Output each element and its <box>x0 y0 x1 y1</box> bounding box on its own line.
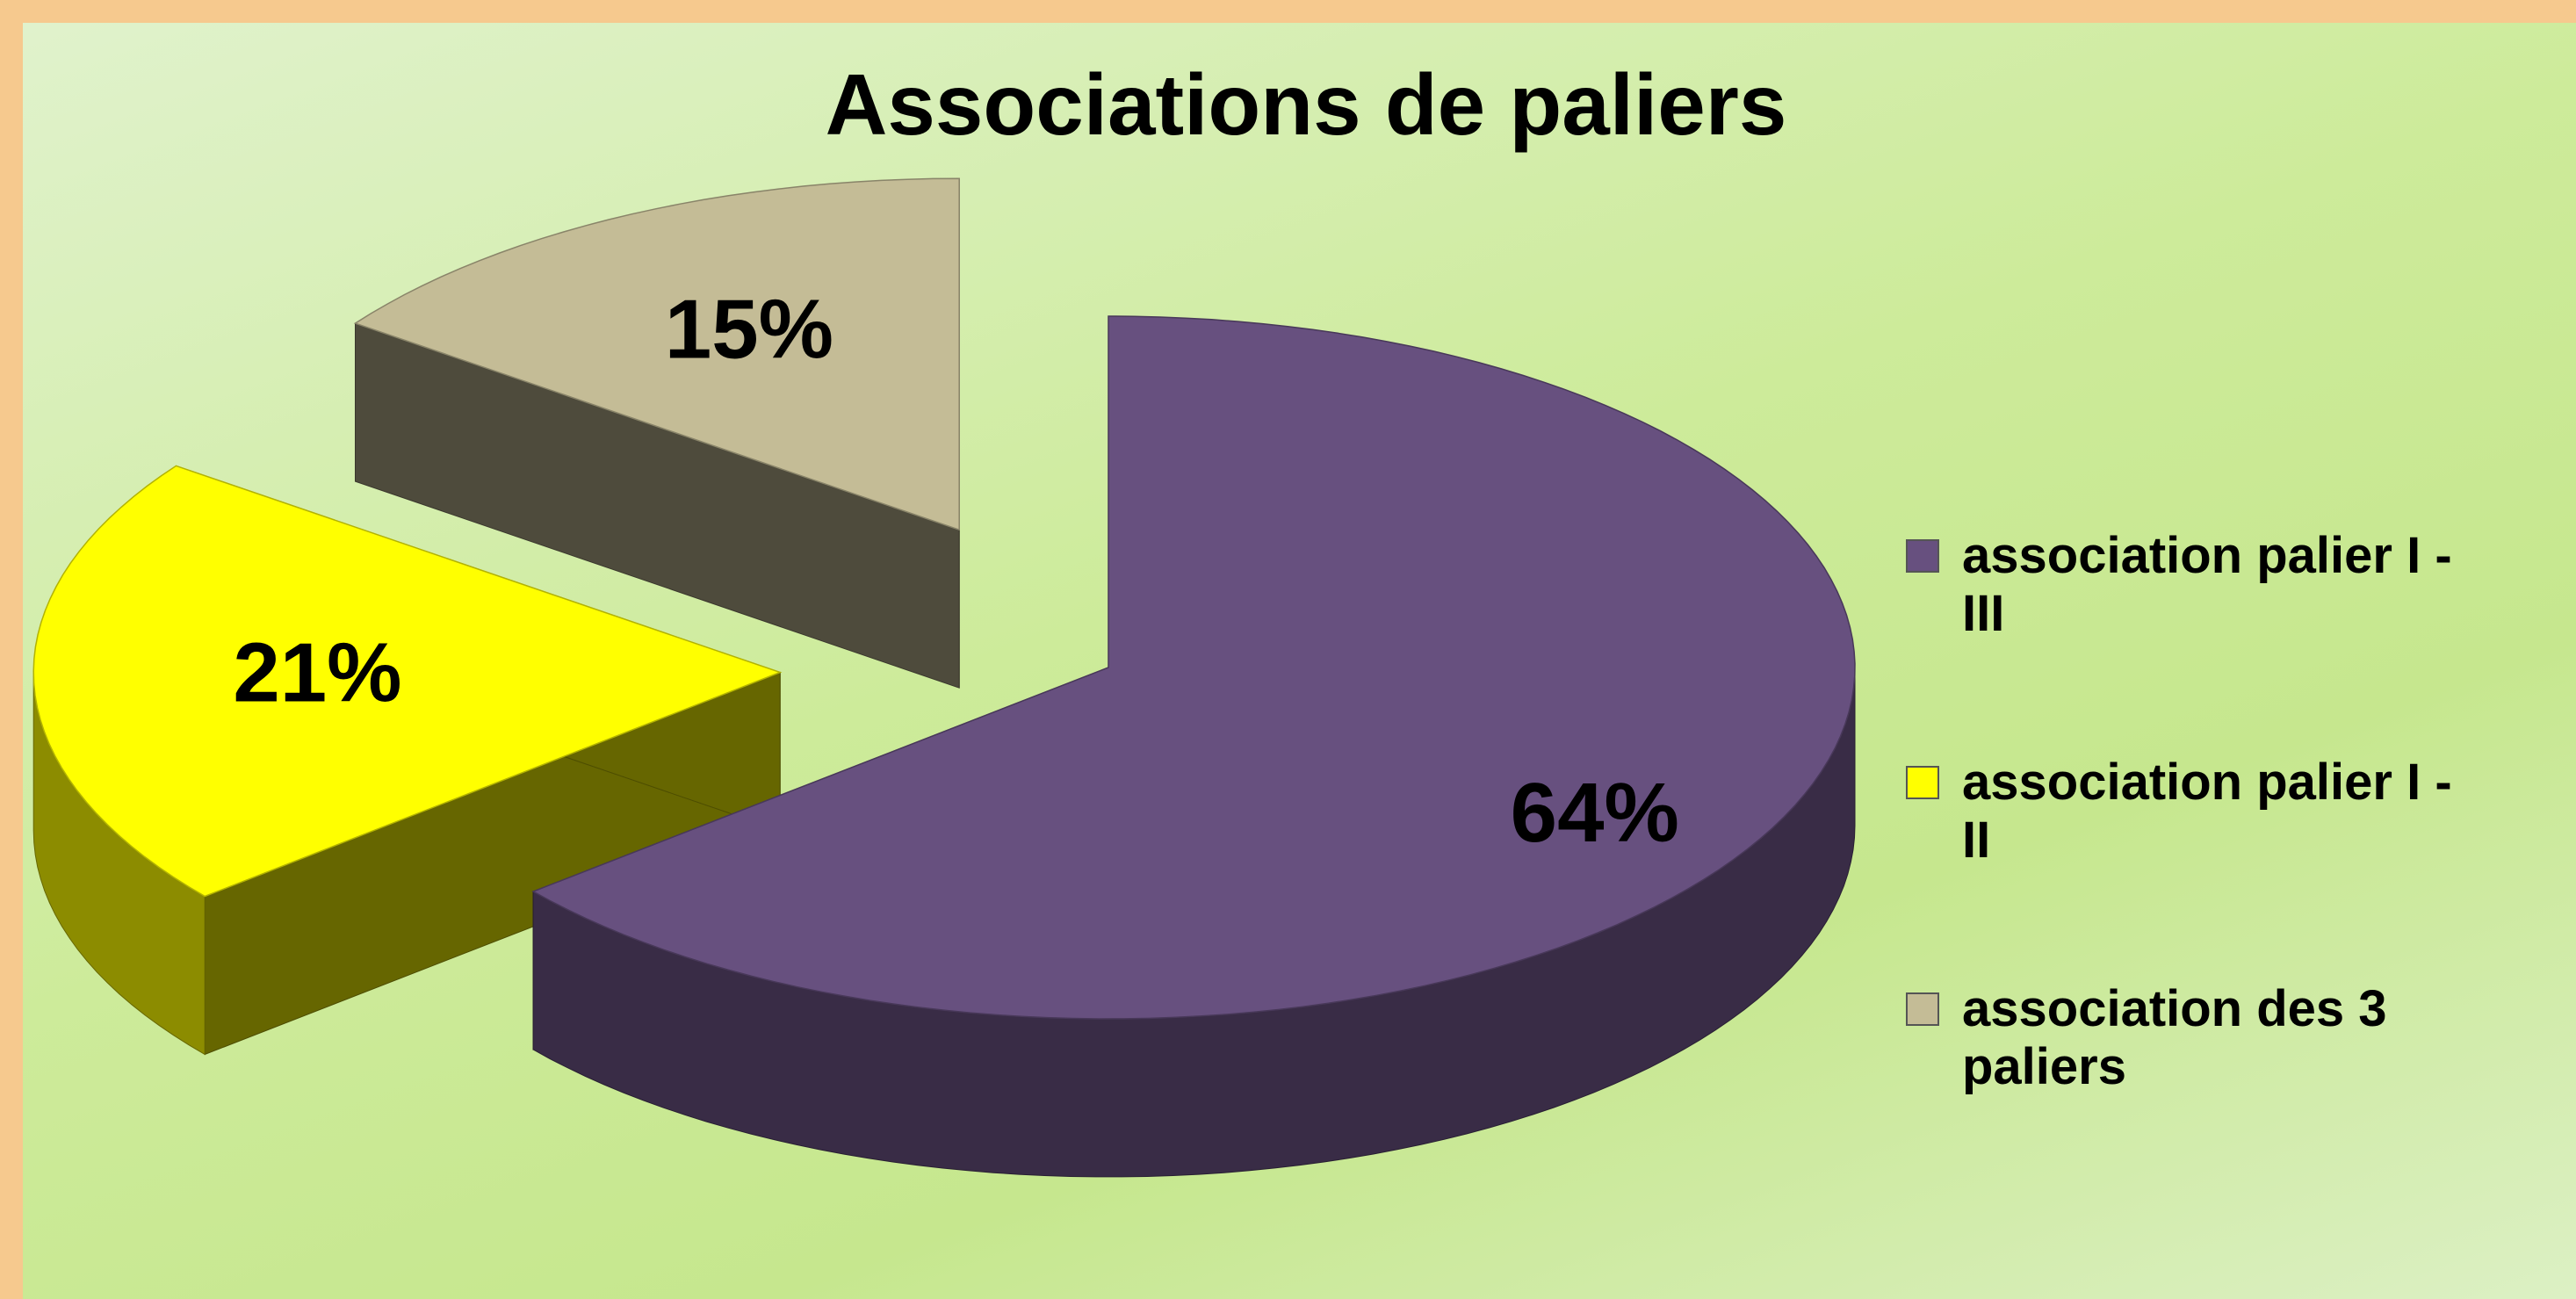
legend-label: association palier I - III <box>1962 527 2452 642</box>
legend-item: association des 3 paliers <box>1906 980 2454 1096</box>
data-label: 15% <box>665 283 833 377</box>
legend-label: association des 3 paliers <box>1962 980 2387 1095</box>
legend-swatch <box>1906 539 1939 573</box>
legend-item: association palier I - II <box>1906 754 2454 870</box>
slice <box>531 315 1856 1020</box>
chart-title: Associations de paliers <box>826 56 1787 153</box>
legend-swatch <box>1906 766 1939 799</box>
legend-item: association palier I - III <box>1906 527 2454 643</box>
legend-swatch <box>1906 992 1939 1026</box>
slice <box>353 177 960 531</box>
data-label: 21% <box>233 626 401 720</box>
data-label: 64% <box>1511 766 1679 860</box>
slice <box>32 465 783 898</box>
legend-label: association palier I - II <box>1962 754 2452 869</box>
